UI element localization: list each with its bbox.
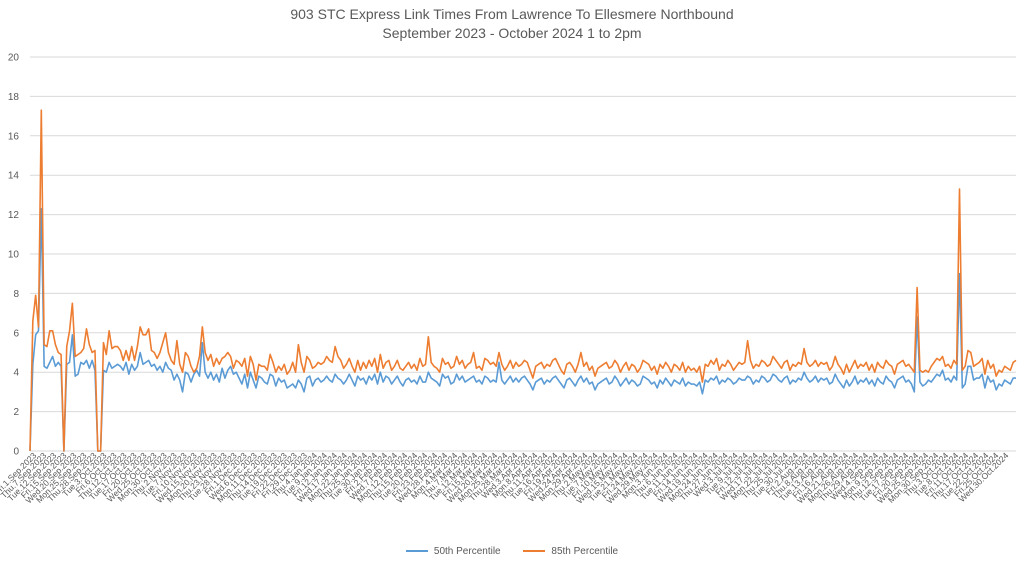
y-tick-label: 18 bbox=[8, 92, 20, 103]
chart-title: 903 STC Express Link Times From Lawrence… bbox=[290, 6, 734, 22]
legend-item-p85: 85th Percentile bbox=[523, 546, 618, 557]
y-tick-label: 16 bbox=[8, 131, 20, 142]
y-tick-label: 6 bbox=[13, 328, 19, 339]
y-tick-label: 2 bbox=[13, 407, 19, 418]
series-line-50th-percentile bbox=[29, 207, 1016, 452]
legend-swatch-p85 bbox=[523, 550, 546, 552]
y-tick-label: 12 bbox=[8, 210, 20, 221]
legend: 50th Percentile 85th Percentile bbox=[0, 544, 1024, 557]
series-lines bbox=[29, 109, 1017, 452]
y-tick-label: 4 bbox=[13, 368, 19, 379]
x-axis-ticks: Fri.1.Sep.2023Thu.7.Sep.2023Tue.12.Sep.2… bbox=[0, 450, 1011, 505]
legend-item-p50: 50th Percentile bbox=[405, 545, 501, 557]
gridlines bbox=[30, 56, 1016, 452]
chart-subtitle: September 2023 - October 2024 1 to 2pm bbox=[382, 25, 642, 41]
legend-swatch-p50 bbox=[405, 550, 428, 552]
series-line-85th-percentile bbox=[29, 109, 1017, 452]
y-tick-label: 8 bbox=[13, 289, 19, 300]
y-axis-ticks: 0 2 4 6 8 10 12 14 16 18 20 bbox=[8, 53, 20, 458]
y-tick-label: 0 bbox=[13, 447, 19, 458]
y-tick-label: 10 bbox=[8, 250, 20, 261]
y-tick-label: 20 bbox=[8, 53, 20, 64]
y-tick-label: 14 bbox=[8, 171, 20, 182]
legend-label-p50: 50th Percentile bbox=[433, 545, 501, 557]
legend-label-p85: 85th Percentile bbox=[551, 545, 619, 557]
